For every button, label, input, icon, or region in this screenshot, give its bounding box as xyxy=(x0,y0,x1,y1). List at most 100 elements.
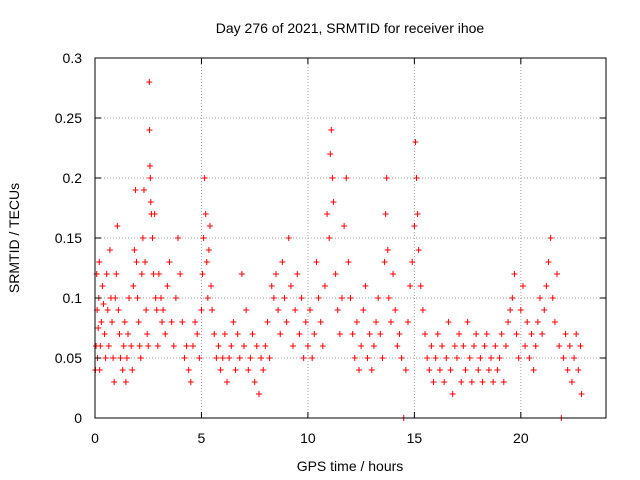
data-point xyxy=(146,127,153,133)
data-point xyxy=(462,367,469,373)
data-point xyxy=(116,331,123,337)
data-point xyxy=(509,295,516,301)
data-point xyxy=(234,331,241,337)
data-point xyxy=(387,319,394,325)
data-point xyxy=(458,379,465,385)
data-point xyxy=(266,355,273,361)
data-point xyxy=(551,319,558,325)
data-point xyxy=(496,355,503,361)
data-point xyxy=(128,343,135,349)
data-point xyxy=(526,355,533,361)
data-point xyxy=(560,355,567,361)
data-point xyxy=(213,355,220,361)
data-point xyxy=(439,343,446,349)
data-point xyxy=(160,307,167,313)
data-point xyxy=(164,283,171,289)
data-point xyxy=(175,235,182,241)
data-point xyxy=(385,295,392,301)
data-point xyxy=(114,223,121,229)
data-point xyxy=(149,235,156,241)
data-point xyxy=(96,367,103,373)
data-point xyxy=(145,343,152,349)
data-point xyxy=(351,355,358,361)
data-point xyxy=(488,355,495,361)
data-point xyxy=(443,355,450,361)
data-point xyxy=(228,343,235,349)
data-point xyxy=(275,307,282,313)
data-point xyxy=(181,355,188,361)
data-point xyxy=(334,307,341,313)
x-tick-label: 20 xyxy=(513,430,529,446)
x-tick-label: 5 xyxy=(198,430,206,446)
data-point xyxy=(189,343,196,349)
data-point xyxy=(247,355,254,361)
data-point xyxy=(162,331,169,337)
data-point xyxy=(430,379,437,385)
data-point xyxy=(326,235,333,241)
data-point xyxy=(105,343,112,349)
data-point xyxy=(479,379,486,385)
data-point xyxy=(187,379,194,385)
data-point xyxy=(172,295,179,301)
data-point xyxy=(328,127,335,133)
data-point xyxy=(281,295,288,301)
data-point xyxy=(524,319,531,325)
data-point xyxy=(464,319,471,325)
data-point xyxy=(211,331,218,337)
data-point xyxy=(519,283,526,289)
data-point xyxy=(109,319,116,325)
data-point xyxy=(436,367,443,373)
data-point xyxy=(470,343,477,349)
data-point xyxy=(375,295,382,301)
data-point xyxy=(419,307,426,313)
data-point xyxy=(554,271,561,277)
data-point xyxy=(136,343,143,349)
data-point xyxy=(140,187,147,193)
data-point xyxy=(475,367,482,373)
data-point xyxy=(402,367,409,373)
data-point xyxy=(194,331,201,337)
data-point xyxy=(324,211,331,217)
y-tick-label: 0.25 xyxy=(55,110,82,126)
data-point xyxy=(338,295,345,301)
data-point xyxy=(366,331,373,337)
data-point xyxy=(290,343,297,349)
data-point xyxy=(132,187,139,193)
data-point xyxy=(494,367,501,373)
data-point xyxy=(232,367,239,373)
data-point xyxy=(349,331,356,337)
data-point xyxy=(155,271,162,277)
data-point xyxy=(120,343,127,349)
data-point xyxy=(153,307,160,313)
data-point xyxy=(100,301,107,307)
data-point xyxy=(498,331,505,337)
data-point xyxy=(253,343,260,349)
data-point xyxy=(311,331,318,337)
data-point xyxy=(125,331,132,337)
data-point xyxy=(409,259,416,265)
data-point xyxy=(99,283,106,289)
data-point xyxy=(219,355,226,361)
data-point xyxy=(138,271,145,277)
data-point xyxy=(102,355,109,361)
data-point xyxy=(502,343,509,349)
data-point xyxy=(481,343,488,349)
data-point xyxy=(131,247,138,253)
data-point xyxy=(460,343,467,349)
data-point xyxy=(468,379,475,385)
data-point xyxy=(353,319,360,325)
data-point xyxy=(578,391,585,397)
data-point xyxy=(241,343,248,349)
data-point xyxy=(279,259,286,265)
data-point xyxy=(168,319,175,325)
data-point xyxy=(381,259,388,265)
data-point xyxy=(360,307,367,313)
data-point xyxy=(330,199,337,205)
data-point xyxy=(327,151,334,157)
data-point xyxy=(258,355,265,361)
data-point xyxy=(345,259,352,265)
data-point xyxy=(368,367,375,373)
data-point xyxy=(473,331,480,337)
data-point xyxy=(483,331,490,337)
